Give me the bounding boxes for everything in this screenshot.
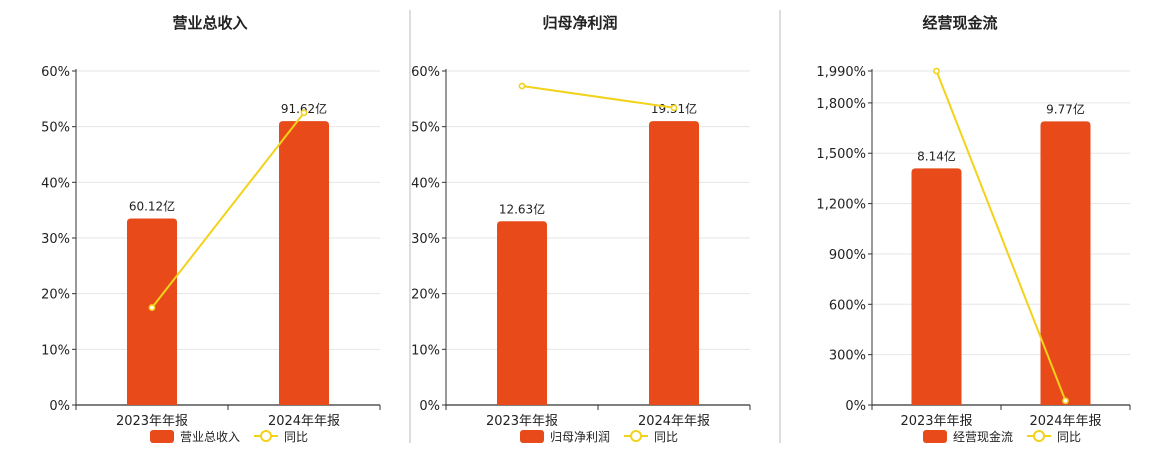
y-tick-label: 20% bbox=[411, 288, 440, 303]
chart-panel-2: 归母净利润 0% 10% 20% 30% 40% 50% 60% 2023年年报 2024年年报 1… bbox=[411, 14, 751, 444]
legend-line-marker bbox=[1033, 430, 1045, 442]
y-tick-label: 60% bbox=[41, 65, 70, 80]
y-tick-label: 10% bbox=[411, 343, 440, 358]
x-tick-label: 2023年年报 bbox=[900, 414, 972, 429]
bar-data-label: 91.62亿 bbox=[281, 101, 327, 116]
y-tick-label: 50% bbox=[411, 121, 440, 136]
y-tick-label: 900% bbox=[829, 248, 866, 263]
yoy-point bbox=[933, 67, 940, 75]
chart-title: 经营现金流 bbox=[922, 14, 997, 32]
legend-bar-swatch bbox=[520, 430, 544, 443]
legend-line-marker bbox=[260, 430, 272, 442]
x-tick-label: 2024年年报 bbox=[638, 414, 710, 429]
legend-bar-label: 营业总收入 bbox=[180, 430, 240, 444]
y-tick-label: 20% bbox=[41, 288, 70, 303]
bar-data-label: 9.77亿 bbox=[1046, 101, 1085, 116]
legend: 经营现金流 同比 bbox=[923, 429, 1081, 444]
y-tick-label: 1,500% bbox=[816, 147, 866, 162]
yoy-point bbox=[148, 304, 156, 311]
legend-line-marker bbox=[630, 430, 642, 442]
legend-bar-label: 经营现金流 bbox=[953, 429, 1013, 444]
legend: 归母净利润 同比 bbox=[520, 430, 678, 444]
y-tick-label: 1,990% bbox=[816, 65, 866, 80]
bar-data-label: 8.14亿 bbox=[917, 148, 956, 163]
bar bbox=[911, 168, 962, 405]
legend-line-label: 同比 bbox=[1057, 430, 1081, 444]
yoy-point bbox=[518, 82, 526, 90]
legend-line-label: 同比 bbox=[284, 430, 308, 444]
legend-bar-swatch bbox=[150, 430, 174, 443]
chart-panel-3: 经营现金流 0% 300% 600% 900% 1,200% 1,500% 1,800% 1,9… bbox=[816, 14, 1131, 444]
chart-panel-1: 营业总收入 0% 10% 20% 30% 40% 50% 60% 2023年年报 2024年年报 6… bbox=[41, 14, 381, 444]
legend-bar-label: 归母净利润 bbox=[550, 430, 610, 444]
x-tick-label: 2023年年报 bbox=[116, 414, 188, 429]
yoy-point bbox=[300, 109, 308, 117]
bar bbox=[279, 121, 329, 405]
bar bbox=[127, 218, 177, 405]
y-tick-label: 50% bbox=[41, 121, 70, 136]
chart-title: 营业总收入 bbox=[172, 14, 247, 32]
legend-line-label: 同比 bbox=[654, 430, 678, 444]
y-tick-label: 600% bbox=[829, 298, 866, 313]
y-tick-label: 40% bbox=[411, 176, 440, 191]
legend-bar-swatch bbox=[923, 430, 947, 443]
bar-data-label: 60.12亿 bbox=[129, 199, 175, 214]
yoy-point bbox=[670, 104, 678, 112]
y-tick-label: 40% bbox=[41, 176, 70, 191]
y-tick-label: 300% bbox=[829, 349, 866, 364]
y-tick-label: 0% bbox=[49, 399, 70, 414]
y-tick-label: 30% bbox=[41, 232, 70, 247]
x-tick-label: 2023年年报 bbox=[486, 414, 558, 429]
y-tick-label: 1,200% bbox=[816, 198, 866, 213]
yoy-line bbox=[151, 112, 305, 309]
yoy-line bbox=[935, 70, 1067, 402]
y-tick-label: 0% bbox=[419, 399, 440, 414]
y-tick-label: 10% bbox=[41, 343, 70, 358]
bar bbox=[649, 121, 699, 405]
y-tick-label: 0% bbox=[845, 399, 866, 414]
x-tick-label: 2024年年报 bbox=[268, 414, 340, 429]
y-tick-label: 1,800% bbox=[816, 97, 866, 112]
yoy-line bbox=[521, 85, 675, 109]
legend: 营业总收入 同比 bbox=[150, 430, 308, 444]
bar bbox=[497, 221, 547, 405]
yoy-point bbox=[1062, 397, 1069, 405]
chart-title: 归母净利润 bbox=[542, 14, 617, 32]
bar-data-label: 12.63亿 bbox=[499, 201, 545, 216]
x-tick-label: 2024年年报 bbox=[1029, 414, 1101, 429]
bar bbox=[1040, 121, 1091, 406]
y-tick-label: 60% bbox=[411, 65, 440, 80]
y-tick-label: 30% bbox=[411, 232, 440, 247]
